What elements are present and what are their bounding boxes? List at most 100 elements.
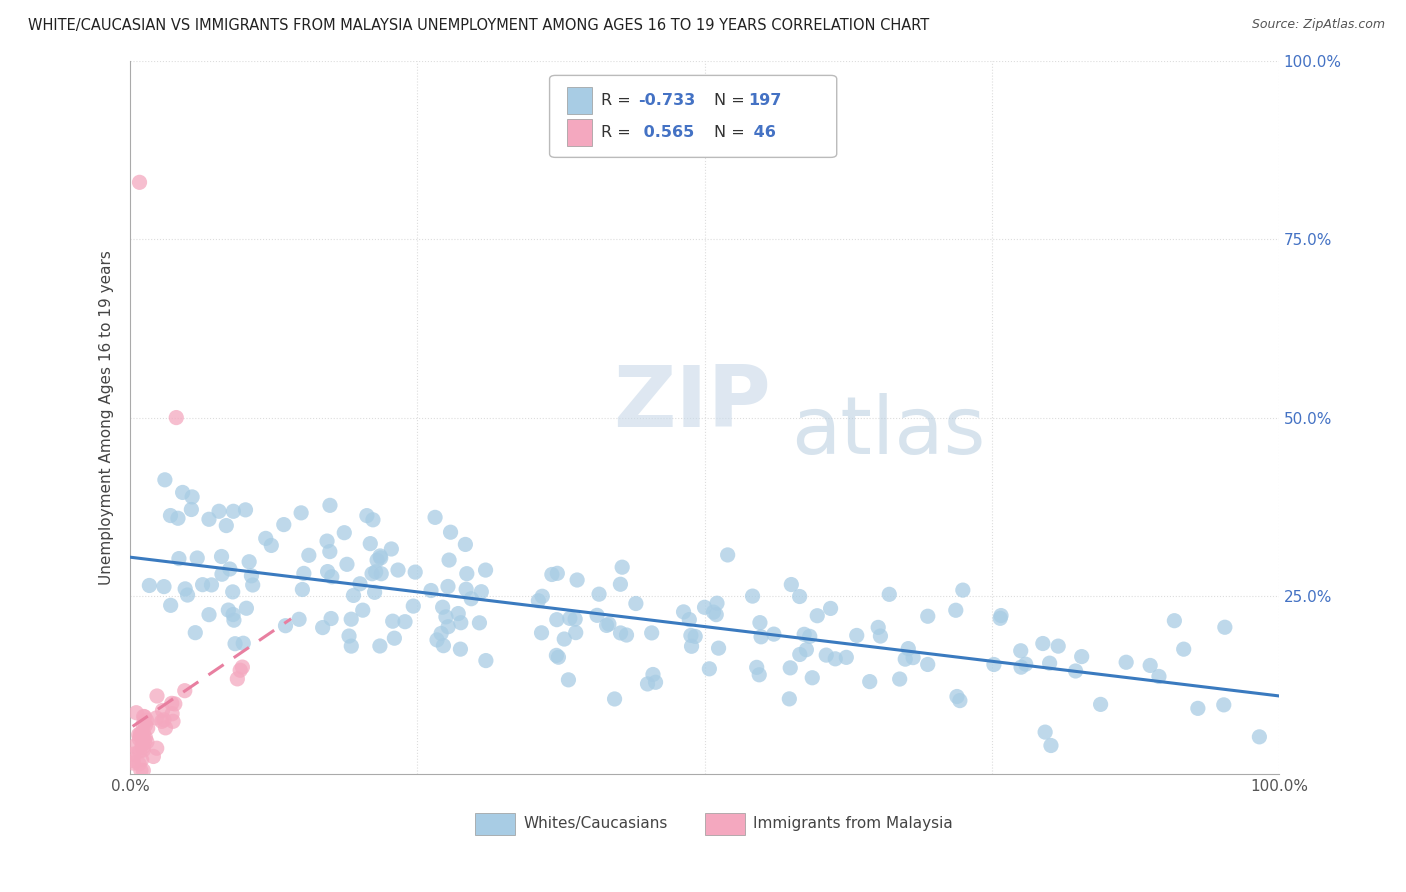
Point <box>799 629 821 643</box>
Point <box>1090 698 1112 712</box>
Point <box>681 640 703 654</box>
Point <box>160 706 183 721</box>
Point <box>706 596 728 610</box>
Point <box>945 603 967 617</box>
Point <box>359 536 381 550</box>
Point <box>450 615 472 630</box>
Point <box>877 587 900 601</box>
Point <box>222 613 245 627</box>
Point <box>134 718 156 732</box>
Point <box>869 629 891 643</box>
Point <box>1070 649 1092 664</box>
Point <box>1033 725 1056 739</box>
Point <box>132 743 155 757</box>
Point <box>624 597 647 611</box>
Point <box>586 608 609 623</box>
Point <box>475 654 498 668</box>
Point <box>159 599 181 613</box>
Point <box>181 490 204 504</box>
Point <box>1015 657 1038 672</box>
Point <box>683 629 706 643</box>
Point <box>370 566 392 581</box>
Point <box>859 674 882 689</box>
Point <box>717 548 740 562</box>
Point <box>449 642 471 657</box>
Point <box>370 550 392 565</box>
Point <box>218 562 240 576</box>
Point <box>546 566 568 581</box>
Point <box>553 632 575 646</box>
Point <box>423 510 446 524</box>
Point <box>381 614 404 628</box>
Point <box>132 709 155 723</box>
Point <box>131 730 153 744</box>
Point <box>637 677 659 691</box>
Point <box>336 558 359 572</box>
Point <box>616 628 638 642</box>
Point <box>124 739 146 753</box>
Point <box>564 612 586 626</box>
Point <box>644 675 666 690</box>
Point <box>160 697 183 711</box>
Point <box>132 764 155 778</box>
Point <box>122 756 145 770</box>
FancyBboxPatch shape <box>550 76 837 157</box>
Point <box>128 175 150 189</box>
Point <box>235 601 257 615</box>
Point <box>349 576 371 591</box>
Point <box>298 549 321 563</box>
Point <box>1115 655 1137 669</box>
Point <box>917 657 939 672</box>
Point <box>333 525 356 540</box>
Point <box>824 652 846 666</box>
Point <box>290 506 312 520</box>
Point <box>745 660 768 674</box>
Point <box>988 611 1011 625</box>
Point <box>337 629 360 643</box>
Point <box>557 673 579 687</box>
Point <box>150 714 173 729</box>
Point <box>1039 739 1062 753</box>
Text: Immigrants from Malaysia: Immigrants from Malaysia <box>752 816 953 831</box>
Point <box>129 729 152 743</box>
Point <box>224 637 246 651</box>
Point <box>254 532 277 546</box>
Point <box>208 504 231 518</box>
Point <box>222 585 245 599</box>
Point <box>342 589 364 603</box>
Point <box>152 703 174 717</box>
Point <box>789 590 811 604</box>
Point <box>404 565 426 579</box>
FancyBboxPatch shape <box>704 814 745 835</box>
Point <box>394 615 416 629</box>
Point <box>530 625 553 640</box>
FancyBboxPatch shape <box>567 87 592 114</box>
Point <box>678 613 700 627</box>
Point <box>135 714 157 728</box>
Point <box>434 610 457 624</box>
Point <box>352 603 374 617</box>
Point <box>211 567 233 582</box>
Point <box>288 612 311 626</box>
Point <box>153 580 176 594</box>
Point <box>211 549 233 564</box>
Point <box>321 570 343 584</box>
Point <box>641 626 664 640</box>
Point <box>165 410 187 425</box>
Point <box>292 566 315 581</box>
Point <box>868 620 890 634</box>
Point <box>368 639 391 653</box>
Point <box>952 583 974 598</box>
Point <box>527 594 550 608</box>
Point <box>217 603 239 617</box>
Text: Source: ZipAtlas.com: Source: ZipAtlas.com <box>1251 18 1385 31</box>
Point <box>128 756 150 771</box>
Point <box>672 605 695 619</box>
Text: WHITE/CAUCASIAN VS IMMIGRANTS FROM MALAYSIA UNEMPLOYMENT AMONG AGES 16 TO 19 YEA: WHITE/CAUCASIAN VS IMMIGRANTS FROM MALAY… <box>28 18 929 33</box>
Point <box>801 671 824 685</box>
Point <box>382 631 405 645</box>
Point <box>796 642 818 657</box>
Point <box>200 578 222 592</box>
Point <box>949 693 972 707</box>
Point <box>789 648 811 662</box>
